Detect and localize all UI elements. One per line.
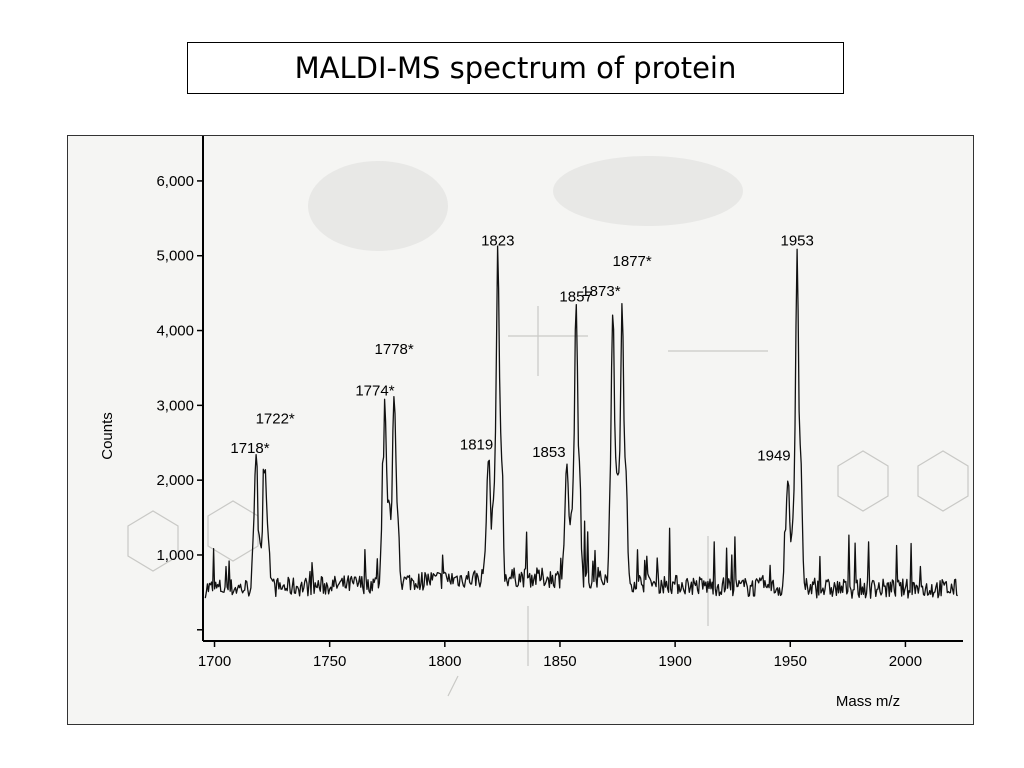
y-tick-label: 4,000 bbox=[156, 323, 194, 340]
y-tick-label: 1,000 bbox=[156, 547, 194, 564]
spectrum-figure: 1,000 2,000 3,000 4,000 5,000 6,000 1700 1750 18… bbox=[67, 135, 974, 725]
x-tick-label: 1850 bbox=[543, 653, 576, 670]
slide-title: MALDI-MS spectrum of protein bbox=[187, 42, 844, 94]
x-tick-label: 1750 bbox=[313, 653, 346, 670]
peak-label: 1718* bbox=[230, 440, 269, 457]
spectrum-trace bbox=[204, 245, 958, 599]
x-tick-label: 1900 bbox=[658, 653, 691, 670]
peak-label: 1953 bbox=[780, 232, 813, 249]
peak-label: 1722* bbox=[256, 410, 295, 427]
background-bleed-through bbox=[127, 156, 969, 697]
peak-label: 1778* bbox=[375, 341, 414, 358]
x-tick-label: 2000 bbox=[889, 653, 922, 670]
peak-label: 1853 bbox=[532, 444, 565, 461]
x-tick-label: 1800 bbox=[428, 653, 461, 670]
peak-label: 1873* bbox=[581, 283, 620, 300]
axes: 1,000 2,000 3,000 4,000 5,000 6,000 1700 1750 18… bbox=[99, 136, 963, 710]
peak-label: 1819 bbox=[460, 436, 493, 453]
peak-label: 1877* bbox=[613, 253, 652, 270]
y-tick-label: 5,000 bbox=[156, 248, 194, 265]
y-tick-label: 6,000 bbox=[156, 173, 194, 190]
spectrum-chart: 1,000 2,000 3,000 4,000 5,000 6,000 1700 1750 18… bbox=[99, 136, 969, 710]
spectrum-trace-group bbox=[204, 245, 958, 599]
y-axis-title: Counts bbox=[99, 412, 116, 460]
peak-label: 1823 bbox=[481, 232, 514, 249]
peak-label: 1857 bbox=[559, 289, 592, 306]
y-tick-label: 2,000 bbox=[156, 472, 194, 489]
x-tick-label: 1950 bbox=[774, 653, 807, 670]
x-axis-title: Mass m/z bbox=[836, 693, 900, 710]
x-tick-label: 1700 bbox=[198, 653, 231, 670]
peak-labels: 1718* 1722* 1774* 1778* 1819 1823 1853 18571873… bbox=[230, 232, 814, 464]
y-tick-label: 3,000 bbox=[156, 397, 194, 414]
peak-label: 1949 bbox=[757, 448, 790, 465]
peak-label: 1774* bbox=[355, 382, 394, 399]
